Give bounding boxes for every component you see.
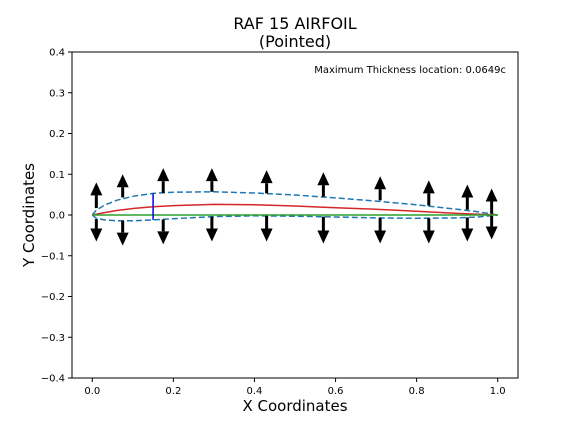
pressure-arrow-down xyxy=(422,218,435,244)
x-tick-label: 1.0 xyxy=(490,386,506,397)
arrow-head xyxy=(461,228,474,242)
pressure-arrow-up xyxy=(260,170,273,194)
arrow-head xyxy=(422,230,435,244)
chart-annotation: Maximum Thickness location: 0.0649c xyxy=(314,65,506,76)
y-axis-label: Y Coordinates xyxy=(20,163,38,268)
pressure-arrow-down xyxy=(461,217,474,242)
arrow-head xyxy=(90,228,103,242)
arrow-head xyxy=(485,188,498,202)
y-tick-label: −0.2 xyxy=(41,292,65,303)
y-tick-label: 0.1 xyxy=(49,170,65,181)
arrow-head xyxy=(374,176,387,190)
y-tick-label: −0.3 xyxy=(41,333,65,344)
pressure-arrow-up xyxy=(485,188,498,214)
x-axis: 0.0 0.2 0.4 0.6 0.8 1.0 xyxy=(84,378,506,397)
x-axis-label: X Coordinates xyxy=(242,397,347,415)
arrow-head xyxy=(260,228,273,242)
pressure-arrow-up xyxy=(422,180,435,206)
y-tick-label: 0.3 xyxy=(49,88,65,99)
y-tick-label: 0.0 xyxy=(49,211,65,222)
arrow-head xyxy=(317,172,330,186)
arrow-head xyxy=(90,182,103,196)
upper-surface-line xyxy=(91,191,498,216)
y-axis: −0.4 −0.3 −0.2 −0.1 0.0 0.1 0.2 0.3 0.4 xyxy=(41,48,72,385)
y-tick-label: −0.1 xyxy=(41,251,65,262)
y-tick-label: 0.2 xyxy=(49,129,65,140)
x-tick-label: 0.4 xyxy=(247,386,263,397)
pressure-arrow-down xyxy=(317,216,330,244)
pressure-arrow-down xyxy=(90,219,103,242)
arrow-head xyxy=(157,168,170,182)
y-tick-label: −0.4 xyxy=(41,374,65,385)
x-tick-label: 0.0 xyxy=(84,386,100,397)
x-tick-label: 0.8 xyxy=(409,386,425,397)
arrow-head xyxy=(485,226,498,240)
arrow-head xyxy=(317,230,330,244)
pressure-arrow-up xyxy=(116,174,129,198)
x-tick-label: 0.2 xyxy=(165,386,181,397)
chart-title: RAF 15 AIRFOIL xyxy=(233,14,356,33)
pressure-arrow-up xyxy=(461,184,474,210)
arrow-head xyxy=(374,230,387,244)
arrow-head xyxy=(116,174,129,188)
chart-subtitle: (Pointed) xyxy=(259,32,331,51)
pressure-arrow-down xyxy=(260,215,273,242)
pressure-arrow-down xyxy=(485,215,498,240)
pressure-arrow-down xyxy=(157,219,170,245)
pressure-arrow-down xyxy=(374,217,387,244)
arrow-head xyxy=(205,228,218,242)
pressure-arrow-up xyxy=(90,182,103,209)
pressure-arrow-up xyxy=(157,168,170,193)
arrow-head xyxy=(157,231,170,245)
pressure-arrow-up xyxy=(317,172,330,197)
arrow-head xyxy=(116,232,129,246)
camber-line-line xyxy=(92,203,498,216)
y-tick-label: 0.4 xyxy=(49,48,65,59)
x-tick-label: 0.6 xyxy=(328,386,344,397)
plot-area xyxy=(90,168,498,246)
arrow-head xyxy=(205,168,218,182)
pressure-arrow-down xyxy=(116,220,129,246)
pressure-arrow-down xyxy=(205,216,218,242)
pressure-arrow-up xyxy=(374,176,387,201)
lower-surface-line xyxy=(91,214,498,222)
arrow-head xyxy=(260,170,273,184)
arrow-head xyxy=(422,180,435,194)
arrow-head xyxy=(461,184,474,198)
pressure-arrow-up xyxy=(205,168,218,192)
